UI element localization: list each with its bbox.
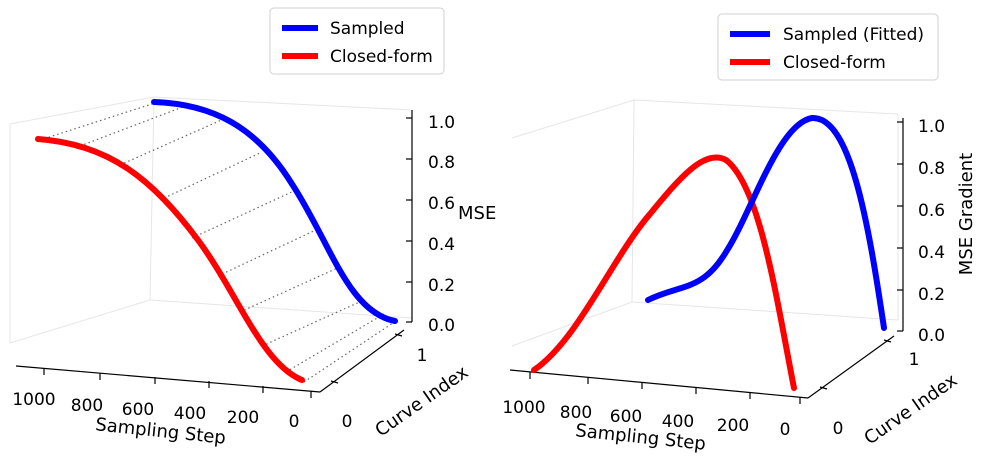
left-chart: 1000 800 600 400 200 0 Sampling Step 0 1… <box>9 7 496 449</box>
right-z-tick-label: 0.2 <box>918 285 945 305</box>
right-x-tick-marks <box>529 372 801 404</box>
left-z-tick-label: 1.0 <box>428 113 455 133</box>
left-z-tick-label: 0.2 <box>428 276 455 296</box>
legend-label: Sampled <box>330 19 405 39</box>
right-legend: Sampled (Fitted) Closed-form <box>717 13 939 81</box>
right-z-tick-marks <box>897 121 903 332</box>
right-z-tick-label: 0.8 <box>918 159 945 179</box>
left-x-tick-label: 400 <box>174 404 206 424</box>
right-chart: 1000 800 600 400 200 0 Sampling Step 0 1… <box>502 13 977 455</box>
right-y-tick-label: 1 <box>909 350 920 370</box>
right-series-sampled-line <box>645 114 887 331</box>
left-z-axis-label: MSE <box>458 203 496 224</box>
right-z-tick-label: 1.0 <box>918 117 945 137</box>
right-z-axis-label: MSE Gradient <box>956 153 977 275</box>
right-z-tick-label: 0.0 <box>918 326 945 346</box>
legend-label: Sampled (Fitted) <box>783 25 924 45</box>
left-pane-edges <box>9 96 413 344</box>
right-x-tick-label: 400 <box>662 412 694 432</box>
left-y-axis-label: Curve Index <box>371 362 472 442</box>
left-x-tick-label: 1000 <box>12 390 55 410</box>
left-x-tick-label: 0 <box>289 412 300 432</box>
right-pane-edges <box>511 99 899 347</box>
legend-label: Closed-form <box>330 47 433 67</box>
right-x-tick-label: 600 <box>610 407 642 427</box>
right-y-tick-label: 0 <box>833 419 844 439</box>
left-z-tick-marks <box>406 117 412 323</box>
right-z-tick-label: 0.6 <box>918 201 945 221</box>
left-series-closed-form-line <box>35 136 305 383</box>
left-x-axis <box>15 365 321 393</box>
left-legend: Sampled Closed-form <box>269 7 445 75</box>
right-y-tick-marks <box>819 339 892 390</box>
left-x-tick-label: 600 <box>122 400 154 420</box>
right-y-axis <box>807 335 895 399</box>
legend-label: Closed-form <box>783 53 886 73</box>
left-x-tick-label: 800 <box>71 396 103 416</box>
left-series-sampled-line <box>151 99 398 324</box>
left-y-axis <box>319 329 405 393</box>
left-y-tick-marks <box>330 333 403 384</box>
left-z-tick-label: 0.4 <box>428 235 455 255</box>
right-x-tick-label: 1000 <box>502 398 545 418</box>
left-x-tick-marks <box>43 368 312 398</box>
left-z-tick-label: 0.8 <box>428 153 455 173</box>
left-y-tick-label: 1 <box>417 346 428 366</box>
left-connectors <box>39 102 397 383</box>
left-x-tick-label: 200 <box>227 408 259 428</box>
right-y-axis-label: Curve Index <box>860 370 961 450</box>
right-x-axis <box>509 369 809 399</box>
right-series-closed-form-line <box>531 154 797 391</box>
left-x-axis-label: Sampling Step <box>94 414 226 449</box>
right-x-tick-label: 200 <box>717 416 749 436</box>
right-z-tick-label: 0.4 <box>918 243 945 263</box>
right-x-tick-label: 0 <box>780 420 791 440</box>
left-y-tick-label: 0 <box>342 412 353 432</box>
left-z-tick-label: 0.0 <box>428 316 455 336</box>
right-x-tick-label: 800 <box>560 403 592 423</box>
left-z-tick-label: 0.6 <box>428 194 455 214</box>
